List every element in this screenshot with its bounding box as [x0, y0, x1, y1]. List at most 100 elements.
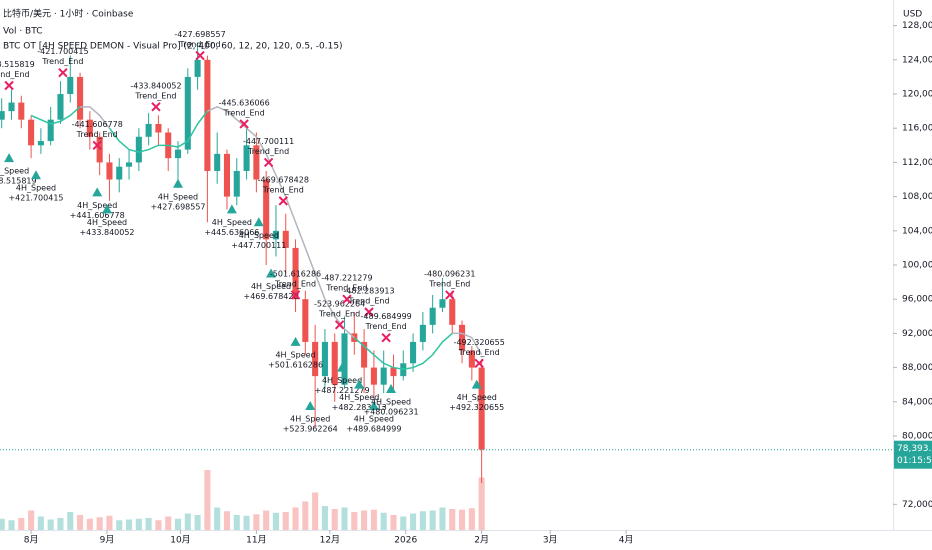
signal-label: Trend_End [365, 322, 407, 331]
y-tick-label: 128,000.00 [902, 21, 932, 31]
signal-score: -480.096231 [424, 269, 475, 278]
volume-label: Vol · BTC [3, 27, 42, 37]
signal-score: -482.283913 [343, 287, 394, 296]
candle-body [292, 247, 299, 300]
volume-bar [468, 508, 475, 530]
sell-marker [474, 358, 484, 369]
candle-body [67, 76, 74, 95]
volume-bar [37, 516, 44, 530]
signal-score: +492.320655 [449, 403, 504, 412]
volume-bar [233, 515, 240, 530]
volume-bar [263, 510, 270, 530]
candle-body [233, 170, 240, 197]
volume-bar [272, 512, 279, 530]
volume-bar [116, 520, 123, 530]
volume-bar [145, 518, 152, 530]
candle-body [174, 149, 182, 159]
signal-score: -427.698557 [174, 30, 225, 39]
signal-score: +489.684999 [346, 425, 401, 434]
signal-label: 4H_Speed [16, 184, 56, 193]
currency[interactable]: USD [903, 10, 922, 20]
candle-body [18, 102, 25, 120]
signal-label: Trend_End [274, 279, 316, 288]
sell-marker [4, 80, 14, 91]
candle-body [184, 76, 191, 150]
volume-bar [419, 511, 426, 530]
candle-body [57, 94, 64, 120]
candle-body [439, 299, 446, 308]
candle-body [126, 162, 133, 167]
y-tick-label: 108,000.00 [902, 192, 932, 202]
candle-body [194, 59, 201, 77]
y-tick-label: 120,000.00 [902, 90, 932, 100]
signal-score: +487.221279 [315, 386, 370, 395]
candle-body [459, 324, 466, 351]
volume-bar [478, 477, 485, 530]
volume-bar [223, 511, 231, 530]
volume-bar [243, 515, 250, 530]
sell-marker [364, 307, 374, 317]
signal-score: -441.606778 [72, 120, 123, 129]
signal-score: +447.700111 [231, 241, 286, 250]
volume-bar [135, 518, 142, 530]
moving-average [80, 106, 483, 356]
sell-marker [445, 290, 455, 300]
candle-body [468, 350, 475, 368]
volume-bar [194, 515, 201, 530]
sell-marker [92, 140, 102, 151]
volume-bar [67, 512, 74, 530]
y-tick-label: 112,000.00 [902, 158, 932, 168]
sell-marker [342, 294, 352, 304]
candle-body [341, 333, 348, 385]
volume-bar [96, 517, 103, 530]
volume-bar [341, 507, 348, 530]
volume-bar [47, 519, 54, 530]
x-tick-label: 9月 [100, 535, 115, 546]
candle-body [243, 145, 250, 171]
signal-label: Trend_End [262, 185, 304, 194]
volume-bar [18, 518, 25, 530]
buy-marker [266, 268, 277, 278]
y-tick-label: 124,000.00 [902, 55, 932, 65]
y-tick-label: 84,000.00 [902, 397, 932, 407]
volume-bar [184, 513, 191, 530]
signal-label: 4H_Speed [0, 167, 29, 176]
volume-bar [292, 507, 299, 530]
buy-marker [30, 170, 41, 180]
signal-score: -489.684999 [361, 312, 412, 321]
signal-label: 4H_Speed [251, 282, 291, 291]
candle-body [8, 102, 15, 112]
candle-body [478, 367, 485, 450]
x-tick-label: 12月 [320, 535, 340, 546]
signal-score: -447.700111 [243, 137, 294, 146]
signal-label: 4H_Speed [275, 350, 315, 359]
candle-body [419, 324, 426, 342]
signal-score: -418.515819 [0, 60, 35, 69]
volume-bar [8, 520, 15, 530]
volume-bar [86, 518, 93, 530]
signal-score: -445.636066 [218, 98, 269, 107]
volume-bar [0, 518, 5, 530]
candle-body [204, 59, 211, 171]
signal-label: Trend_End [247, 147, 289, 156]
signal-score: +501.616286 [268, 360, 323, 369]
buy-marker [4, 153, 15, 163]
signal-label: 4H_Speed [322, 376, 362, 385]
sell-marker [151, 102, 161, 112]
x-tick-label: 11月 [246, 535, 266, 546]
last-price-label: 78,393.26 [897, 444, 932, 454]
volume-bar [282, 512, 289, 530]
candle-body [302, 299, 309, 342]
signal-score: +441.606778 [70, 211, 125, 220]
x-tick-label: 8月 [24, 535, 39, 546]
volume-bar [77, 515, 84, 530]
volume-bar [331, 509, 338, 530]
candle-body [86, 119, 93, 137]
volume-bar [253, 514, 260, 530]
candle-body [312, 341, 319, 377]
signal-label: Trend_End [76, 130, 118, 139]
y-tick-label: 116,000.00 [902, 124, 932, 134]
buy-marker [305, 401, 316, 411]
buy-marker [173, 178, 184, 188]
candle-body [116, 166, 123, 180]
